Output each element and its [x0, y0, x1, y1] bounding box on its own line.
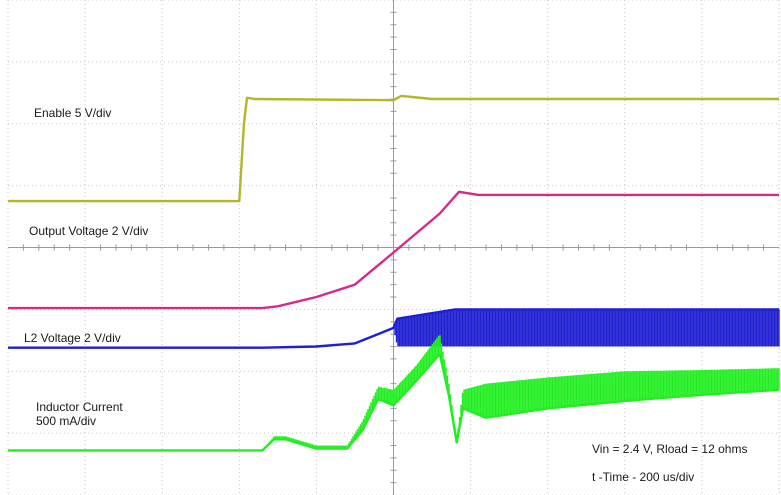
trace-3-line	[8, 308, 779, 349]
label-inductor-current: Inductor Current	[36, 400, 123, 414]
trace-3	[8, 308, 780, 349]
trace-2-line	[8, 190, 779, 310]
trace-1-line	[8, 94, 779, 203]
label-test-conditions: Vin = 2.4 V, Rload = 12 ohms	[592, 442, 748, 456]
label-enable: Enable 5 V/div	[34, 106, 112, 120]
trace-4-line	[8, 352, 780, 452]
trace-1	[8, 94, 779, 203]
label-l2-voltage: L2 Voltage 2 V/div	[24, 331, 121, 345]
label-output-voltage: Output Voltage 2 V/div	[29, 224, 149, 238]
label-inductor-scale: 500 mA/div	[36, 414, 97, 428]
trace-4	[8, 335, 780, 452]
grid	[7, 0, 780, 495]
trace-2	[8, 190, 779, 310]
traces	[8, 94, 780, 452]
trace-3-ripple	[394, 309, 780, 347]
label-time-scale: t -Time - 200 us/div	[592, 470, 695, 484]
